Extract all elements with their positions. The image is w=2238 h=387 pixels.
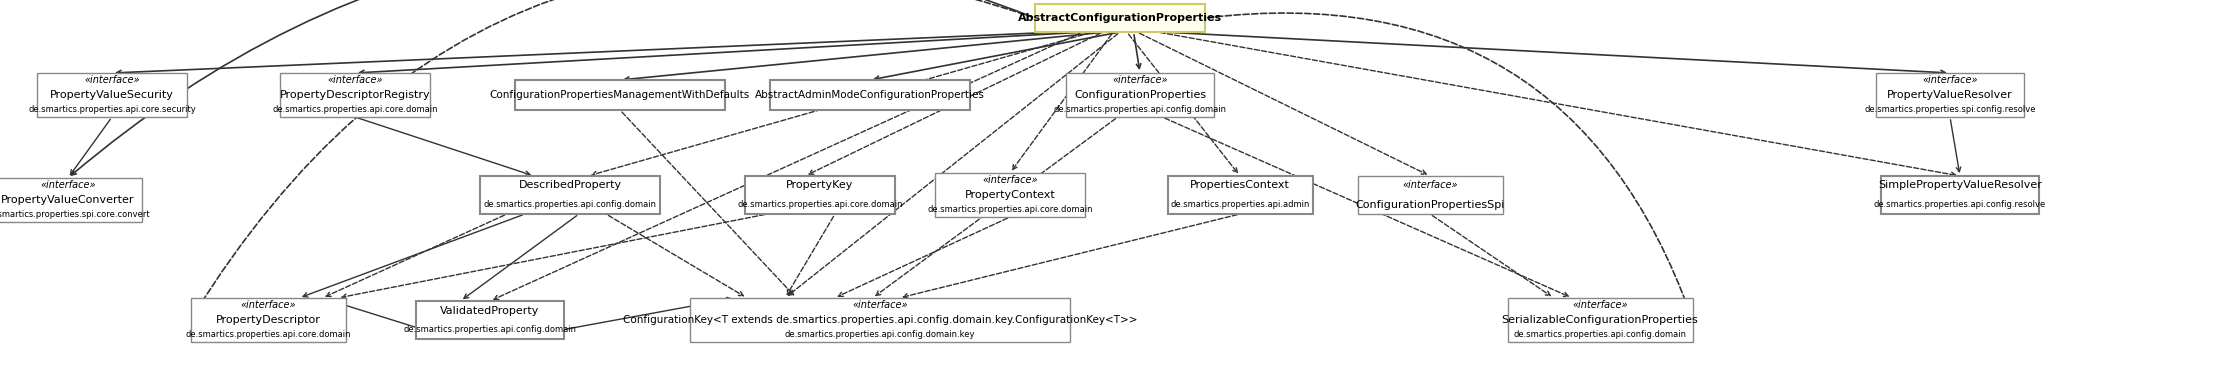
Text: PropertyValueSecurity: PropertyValueSecurity [49,90,175,100]
FancyBboxPatch shape [689,298,1070,342]
Text: PropertyDescriptorRegistry: PropertyDescriptorRegistry [280,90,430,100]
FancyBboxPatch shape [770,80,969,110]
Text: «interface»: «interface» [85,75,139,85]
Text: «interface»: «interface» [982,175,1038,185]
Text: ce.smartics.properties.spi.core.convert: ce.smartics.properties.spi.core.convert [0,210,150,219]
Text: «interface»: «interface» [1112,75,1168,85]
Text: «interface»: «interface» [853,300,909,310]
Text: PropertyValueConverter: PropertyValueConverter [2,195,134,205]
Text: de.smartics.properties.api.admin: de.smartics.properties.api.admin [1170,200,1309,209]
FancyBboxPatch shape [1880,176,2039,214]
Text: DescribedProperty: DescribedProperty [519,180,622,190]
Text: ConfigurationPropertiesSpi: ConfigurationPropertiesSpi [1356,200,1504,209]
Text: de.smartics.properties.api.config.domain: de.smartics.properties.api.config.domain [1054,105,1226,114]
Text: de.smartics.properties.api.core.domain: de.smartics.properties.api.core.domain [273,105,439,114]
FancyBboxPatch shape [1034,4,1204,32]
FancyBboxPatch shape [515,80,725,110]
FancyBboxPatch shape [190,298,345,342]
Text: de.smartics.properties.api.core.domain: de.smartics.properties.api.core.domain [186,330,351,339]
FancyBboxPatch shape [935,173,1085,217]
Text: AbstractConfigurationProperties: AbstractConfigurationProperties [1018,13,1222,23]
Text: ConfigurationKey<T extends de.smartics.properties.api.config.domain.key.Configur: ConfigurationKey<T extends de.smartics.p… [622,315,1137,325]
Text: AbstractAdminModeConfigurationProperties: AbstractAdminModeConfigurationProperties [754,90,985,100]
FancyBboxPatch shape [1875,73,2023,117]
FancyBboxPatch shape [1168,176,1311,214]
Text: «interface»: «interface» [239,300,295,310]
Text: «interface»: «interface» [40,180,96,190]
Text: PropertiesContext: PropertiesContext [1191,180,1289,190]
FancyBboxPatch shape [745,176,895,214]
Text: SerializableConfigurationProperties: SerializableConfigurationProperties [1502,315,1699,325]
Text: PropertyContext: PropertyContext [965,190,1056,200]
FancyBboxPatch shape [1508,298,1692,342]
FancyBboxPatch shape [1065,73,1213,117]
FancyBboxPatch shape [416,301,564,339]
Text: «interface»: «interface» [327,75,383,85]
Text: de.smartics.properties.api.config.domain: de.smartics.properties.api.config.domain [483,200,656,209]
Text: «interface»: «interface» [1403,180,1457,190]
Text: de.smartics.properties.api.config.domain: de.smartics.properties.api.config.domain [403,325,577,334]
FancyBboxPatch shape [479,176,660,214]
Text: SimplePropertyValueResolver: SimplePropertyValueResolver [1878,180,2041,190]
Text: de.smartics.properties.spi.config.resolve: de.smartics.properties.spi.config.resolv… [1864,105,2037,114]
FancyBboxPatch shape [0,178,141,222]
Text: «interface»: «interface» [1573,300,1627,310]
FancyBboxPatch shape [1358,176,1502,214]
Text: de.smartics.properties.api.core.domain: de.smartics.properties.api.core.domain [927,205,1092,214]
Text: de.smartics.properties.api.config.domain.key: de.smartics.properties.api.config.domain… [786,330,976,339]
Text: PropertyDescriptor: PropertyDescriptor [215,315,320,325]
Text: de.smartics.properties.api.config.resolve: de.smartics.properties.api.config.resolv… [1873,200,2046,209]
Text: de.smartics.properties.api.config.domain: de.smartics.properties.api.config.domain [1513,330,1687,339]
Text: ConfigurationPropertiesManagementWithDefaults: ConfigurationPropertiesManagementWithDef… [490,90,750,100]
Text: ConfigurationProperties: ConfigurationProperties [1074,90,1206,100]
Text: «interface»: «interface» [1922,75,1978,85]
Text: de.smartics.properties.api.core.domain: de.smartics.properties.api.core.domain [736,200,902,209]
Text: PropertyValueResolver: PropertyValueResolver [1887,90,2012,100]
FancyBboxPatch shape [280,73,430,117]
Text: PropertyKey: PropertyKey [786,180,853,190]
FancyBboxPatch shape [38,73,188,117]
Text: de.smartics.properties.api.core.security: de.smartics.properties.api.core.security [29,105,197,114]
Text: ValidatedProperty: ValidatedProperty [441,305,539,315]
